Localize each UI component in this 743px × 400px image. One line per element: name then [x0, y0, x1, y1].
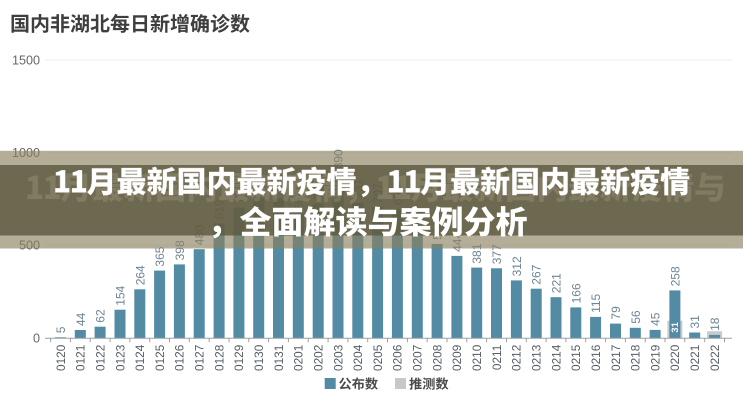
- svg-text:0217: 0217: [609, 345, 623, 371]
- svg-text:79: 79: [609, 306, 623, 320]
- svg-text:0220: 0220: [668, 344, 682, 371]
- svg-text:258: 258: [668, 266, 682, 286]
- svg-text:0121: 0121: [74, 345, 88, 371]
- svg-text:45: 45: [649, 312, 663, 326]
- svg-text:0207: 0207: [411, 345, 425, 371]
- svg-text:0201: 0201: [292, 345, 306, 371]
- svg-text:0208: 0208: [430, 344, 444, 371]
- svg-text:0214: 0214: [549, 344, 563, 371]
- svg-text:62: 62: [94, 309, 108, 323]
- svg-text:0122: 0122: [93, 345, 107, 371]
- svg-text:0129: 0129: [232, 345, 246, 371]
- svg-text:267: 267: [530, 264, 544, 284]
- svg-text:0125: 0125: [153, 344, 167, 371]
- svg-text:31: 31: [670, 321, 681, 332]
- svg-text:0128: 0128: [212, 344, 226, 371]
- svg-text:0202: 0202: [312, 345, 326, 371]
- svg-text:264: 264: [133, 265, 147, 285]
- svg-text:0127: 0127: [193, 345, 207, 371]
- svg-text:0130: 0130: [252, 344, 266, 371]
- svg-text:0215: 0215: [569, 344, 583, 371]
- svg-text:0212: 0212: [510, 345, 524, 371]
- svg-text:221: 221: [550, 273, 564, 293]
- svg-text:0218: 0218: [629, 344, 643, 371]
- svg-text:312: 312: [510, 256, 524, 276]
- svg-text:0126: 0126: [173, 344, 187, 371]
- svg-text:115: 115: [589, 293, 603, 312]
- svg-text:0203: 0203: [331, 344, 345, 371]
- svg-text:0216: 0216: [589, 344, 603, 371]
- svg-text:0221: 0221: [688, 345, 702, 371]
- svg-text:0204: 0204: [351, 344, 365, 371]
- svg-text:0211: 0211: [490, 345, 504, 370]
- svg-text:0120: 0120: [54, 344, 68, 371]
- svg-text:0209: 0209: [450, 345, 464, 371]
- svg-text:0205: 0205: [371, 344, 385, 371]
- svg-text:154: 154: [114, 285, 128, 305]
- svg-text:56: 56: [629, 310, 643, 324]
- svg-text:0206: 0206: [391, 344, 405, 371]
- svg-text:0219: 0219: [648, 345, 662, 371]
- svg-text:0123: 0123: [113, 344, 127, 371]
- svg-text:0210: 0210: [470, 344, 484, 371]
- svg-text:1500: 1500: [12, 53, 40, 67]
- svg-text:365: 365: [153, 246, 167, 266]
- svg-text:0124: 0124: [133, 344, 147, 371]
- svg-text:18: 18: [708, 317, 722, 331]
- svg-text:5: 5: [54, 326, 68, 333]
- svg-text:166: 166: [569, 283, 583, 303]
- svg-text:31: 31: [688, 315, 702, 329]
- svg-text:377: 377: [490, 244, 504, 264]
- svg-text:0222: 0222: [708, 345, 722, 371]
- svg-text:0: 0: [33, 332, 40, 346]
- svg-text:44: 44: [74, 312, 88, 326]
- svg-text:0213: 0213: [530, 344, 544, 371]
- svg-text:0131: 0131: [272, 345, 286, 371]
